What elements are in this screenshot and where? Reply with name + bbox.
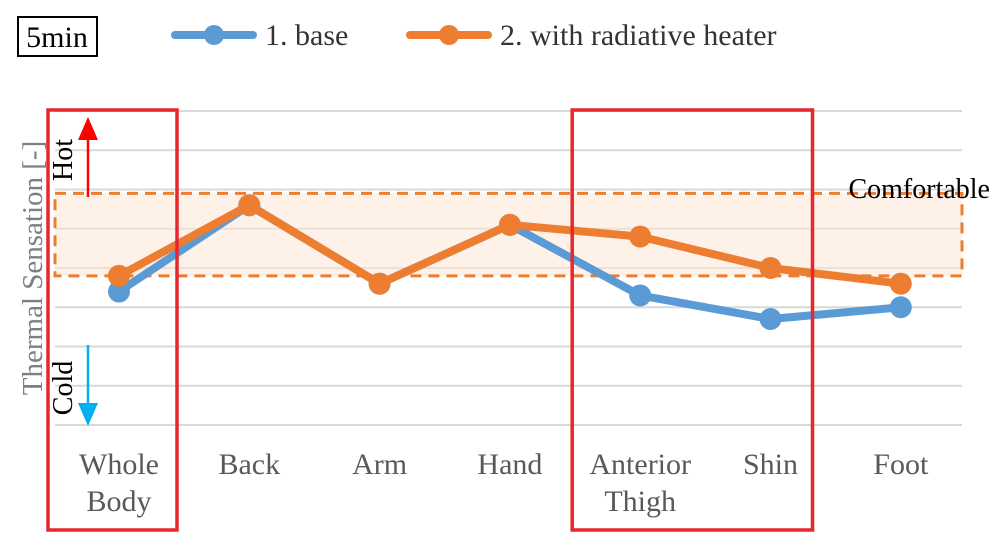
legend-label: 2. with radiative heater — [500, 19, 777, 52]
highlight-box — [46, 108, 179, 532]
x-tick-label: Whole Body — [79, 448, 159, 518]
data-point — [368, 272, 391, 295]
data-point — [629, 225, 652, 248]
cold-arrow-head — [78, 403, 98, 426]
legend-marker — [439, 25, 459, 45]
hot-indicator: Hot — [48, 117, 98, 197]
series-2 — [108, 194, 912, 295]
x-tick-labels: Whole Body Back Arm Hand Anterior Thigh Shin Foo… — [79, 448, 929, 518]
legend: 1. base 2. with radiative heater — [171, 19, 777, 52]
data-point — [238, 194, 261, 217]
comfort-label: Comfortable — [848, 174, 990, 205]
x-tick-label: Arm — [352, 448, 407, 481]
data-point — [108, 264, 130, 287]
time-label-box: 5min — [17, 16, 98, 57]
data-point — [759, 257, 782, 279]
data-point — [498, 213, 521, 236]
data-point — [759, 308, 782, 331]
x-tick-label: Anterior Thigh — [589, 448, 691, 518]
series-group — [108, 194, 912, 331]
cold-label: Cold — [48, 361, 79, 415]
x-tick-label: Shin — [743, 448, 798, 481]
x-tick-label: Back — [218, 448, 280, 481]
data-point — [108, 280, 130, 303]
highlight-boxes — [46, 108, 815, 532]
legend-label: 1. base — [265, 19, 348, 52]
highlight-box — [570, 108, 815, 532]
legend-marker — [204, 25, 224, 45]
x-tick-label: Hand — [477, 448, 542, 481]
x-tick-label: Foot — [873, 448, 929, 481]
time-label: 5min — [26, 21, 88, 54]
data-point — [889, 296, 912, 319]
hot-label: Hot — [48, 139, 79, 181]
data-point — [629, 284, 652, 307]
legend-item: 1. base — [171, 19, 348, 52]
data-point — [889, 272, 912, 295]
hot-arrow-head — [78, 117, 98, 140]
cold-indicator: Cold — [48, 345, 98, 426]
legend-item: 2. with radiative heater — [406, 19, 777, 52]
y-axis-label: Thermal Sensation [-] — [17, 141, 49, 395]
